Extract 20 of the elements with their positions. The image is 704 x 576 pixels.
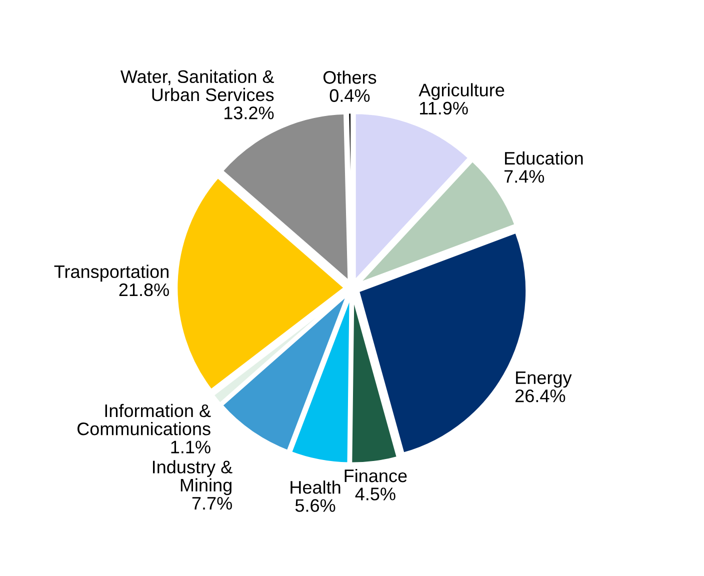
slice-label: Education xyxy=(505,151,583,165)
slice-label: Transportation xyxy=(54,264,168,282)
slice-label: Finance xyxy=(344,468,407,482)
slice-label: Water, Sanitation & Urban Services xyxy=(120,70,274,102)
data-label: 7.7% xyxy=(192,497,232,510)
data-label: 0.4% xyxy=(330,89,370,102)
slice-label: Industry & Mining xyxy=(152,460,232,496)
data-label: 21.8% xyxy=(119,283,169,296)
data-label: 26.4% xyxy=(515,389,566,402)
slice-label: Energy xyxy=(516,372,572,388)
data-label: 5.6% xyxy=(295,499,336,512)
slice-label: Health xyxy=(290,480,340,494)
data-label: 4.5% xyxy=(355,488,396,500)
data-label: 11.9% xyxy=(420,102,468,115)
data-label: 13.2% xyxy=(224,106,274,120)
slice-label: Information & Communications xyxy=(77,404,211,436)
slice-label: Agriculture xyxy=(418,83,504,100)
data-label: 1.1% xyxy=(171,440,210,454)
data-label: 7.4% xyxy=(504,170,544,183)
slice-label: Others xyxy=(323,70,376,84)
